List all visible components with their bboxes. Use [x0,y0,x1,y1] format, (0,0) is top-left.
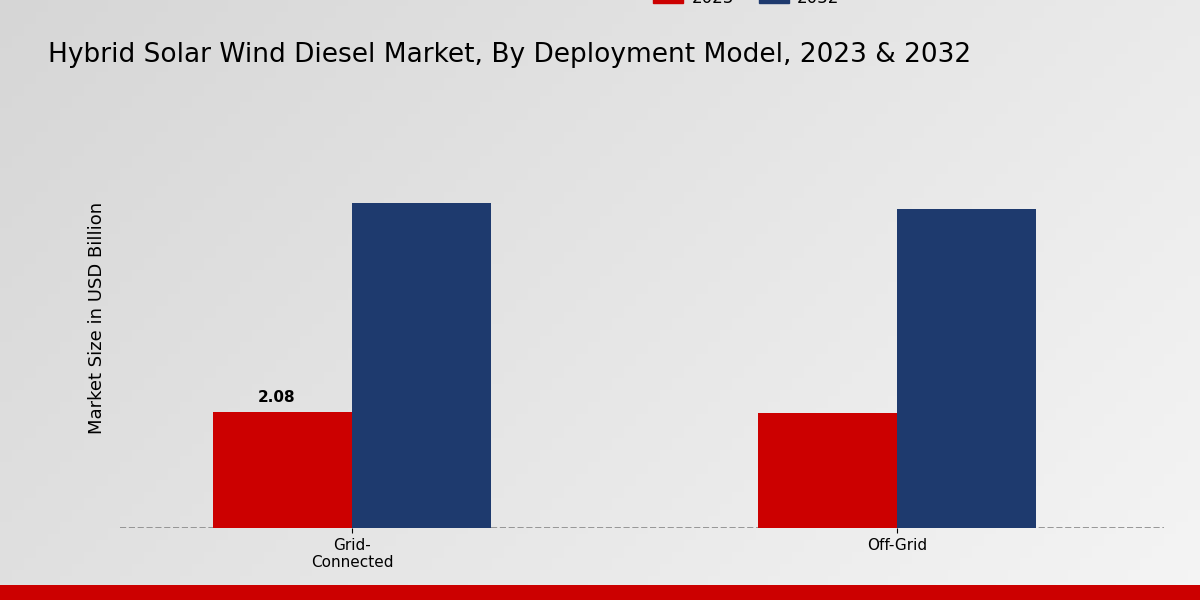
Legend: 2023, 2032: 2023, 2032 [647,0,846,13]
Text: 2.08: 2.08 [258,390,295,405]
Bar [352,203,491,528]
Bar [898,209,1037,528]
Y-axis label: Market Size in USD Billion: Market Size in USD Billion [88,202,106,434]
Bar [758,413,898,528]
Text: Hybrid Solar Wind Diesel Market, By Deployment Model, 2023 & 2032: Hybrid Solar Wind Diesel Market, By Depl… [48,42,971,68]
Bar [212,412,352,528]
